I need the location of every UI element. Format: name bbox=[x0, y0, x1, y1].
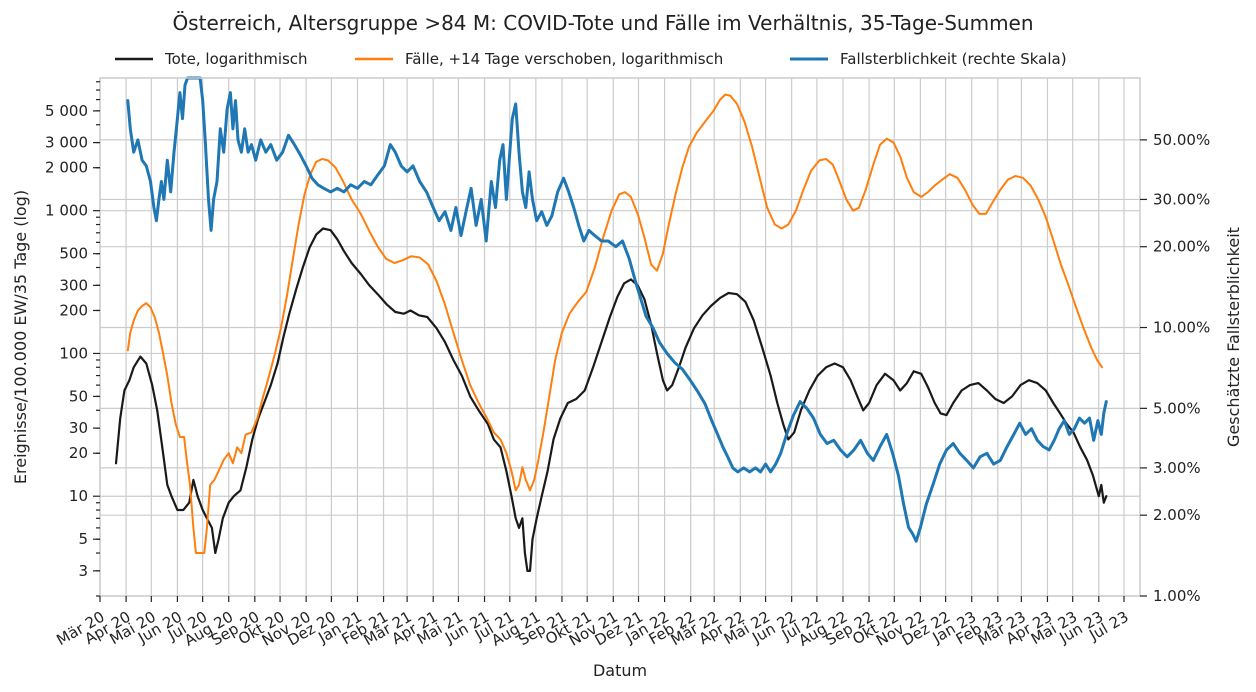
y-tick-label: 300 bbox=[59, 276, 88, 294]
series-line-fallsterblichkeit bbox=[126, 76, 1108, 543]
plot-frame bbox=[99, 77, 1141, 597]
y-tick-label: 3 bbox=[78, 562, 88, 580]
y2-tick-label: 50.00% bbox=[1153, 131, 1210, 149]
y2-tick-label: 3.00% bbox=[1153, 459, 1201, 477]
y2-tick-label: 1.00% bbox=[1153, 587, 1201, 605]
y-axis-left: 3 5 10 20 30 50 100 200 300 500 1 000 2 000 3 000 5 0… bbox=[45, 81, 100, 597]
legend: Tote, logarithmisch Fälle, +14 Tage vers… bbox=[115, 50, 1067, 68]
legend-label-faelle: Fälle, +14 Tage verschoben, logarithmisc… bbox=[405, 50, 723, 68]
y-axis-right: 1.00% 2.00% 3.00% 5.00% 10.00% 20.00% 30.00% 50… bbox=[1140, 131, 1210, 605]
y-tick-label: 200 bbox=[59, 301, 88, 319]
y-tick-label: 1 000 bbox=[45, 202, 88, 220]
series-line-faelle bbox=[126, 93, 1104, 554]
y2-tick-label: 5.00% bbox=[1153, 399, 1201, 417]
y-tick-label: 30 bbox=[69, 419, 88, 437]
y-tick-label: 5 bbox=[78, 530, 88, 548]
y2-axis-label: Geschätzte Fallsterblichkeit bbox=[1224, 227, 1243, 447]
y-tick-label: 3 000 bbox=[45, 134, 88, 152]
y-tick-label: 10 bbox=[69, 487, 88, 505]
y-tick-label: 5 000 bbox=[45, 102, 88, 120]
chart-title: Österreich, Altersgruppe >84 M: COVID-To… bbox=[172, 11, 1033, 35]
y-tick-label: 20 bbox=[69, 444, 88, 462]
legend-label-tote: Tote, logarithmisch bbox=[164, 50, 308, 68]
y-tick-label: 2 000 bbox=[45, 159, 88, 177]
y-tick-label: 100 bbox=[59, 344, 88, 362]
series-line-tote bbox=[114, 227, 1108, 573]
x-axis-label: Datum bbox=[593, 661, 647, 680]
y-tick-label: 500 bbox=[59, 245, 88, 263]
series-lines bbox=[114, 76, 1108, 573]
legend-label-fallsterblichkeit: Fallsterblichkeit (rechte Skala) bbox=[840, 50, 1067, 68]
y2-tick-label: 30.00% bbox=[1153, 190, 1210, 208]
y2-tick-label: 10.00% bbox=[1153, 319, 1210, 337]
y-tick-label: 50 bbox=[69, 387, 88, 405]
y2-tick-label: 20.00% bbox=[1153, 238, 1210, 256]
y2-tick-label: 2.00% bbox=[1153, 506, 1201, 524]
y-axis-label: Ereignisse/100.000 EW/35 Tage (log) bbox=[11, 190, 30, 484]
